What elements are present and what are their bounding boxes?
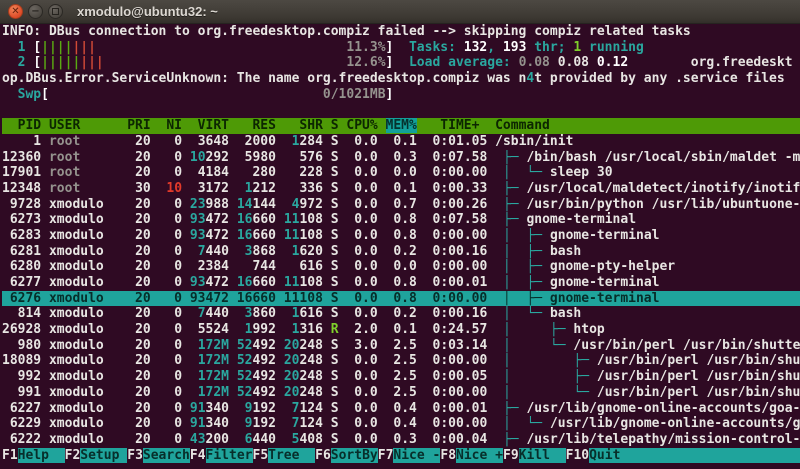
minimize-icon[interactable]: − [28, 4, 43, 19]
process-row-6283[interactable]: 6283 xmodulo 20 0 93472 16660 11108 S 0.… [2, 227, 660, 243]
process-row-6222[interactable]: 6222 xmodulo 20 0 43200 6440 5408 S 0.0 … [2, 431, 800, 447]
process-row-26928[interactable]: 26928 xmodulo 20 0 5524 1992 1316 R 2.0 … [2, 322, 605, 338]
tasks-summary: Tasks: 132, 193 thr; 1 running [408, 39, 644, 55]
process-row-6273[interactable]: 6273 xmodulo 20 0 93472 16660 11108 S 0.… [2, 212, 637, 228]
load-average: Load average: 0.08 0.08 0.12 org.freedes… [408, 55, 793, 71]
process-row-12348[interactable]: 12348 root 30 10 3172 1212 336 S 0.0 0.1… [2, 180, 800, 196]
fkey-f4[interactable]: F4 Filter [189, 447, 253, 464]
process-row-9728[interactable]: 9728 xmodulo 20 0 23988 14144 4972 S 0.0… [2, 196, 800, 212]
fkey-f3[interactable]: F3 Search [127, 447, 190, 464]
process-row-814[interactable]: 814 xmodulo 20 0 7440 3860 1616 S 0.0 0.… [2, 306, 582, 322]
column-header-mem-sort[interactable]: MEM% [385, 118, 417, 134]
fkey-f10[interactable]: F10 Quit [566, 447, 800, 464]
info-line: INFO: DBus connection to org.freedesktop… [2, 24, 691, 39]
terminal-screen[interactable]: INFO: DBus connection to org.freedesktop… [0, 24, 800, 469]
fkey-f1[interactable]: F1 Help [2, 447, 65, 464]
fkey-f5[interactable]: F5 Tree [252, 447, 316, 464]
function-key-bar: F1 Help F2 Setup F3 Search F4 Filter F5 Tree F6… [2, 447, 800, 464]
window-title: xmodulo@ubuntu32: ~ [77, 4, 218, 19]
fkey-f6[interactable]: F6 SortBy [315, 447, 378, 464]
blank-line [2, 102, 800, 118]
fkey-f7[interactable]: F7 Nice - [377, 447, 441, 464]
process-row-12360[interactable]: 12360 root 20 0 10292 5980 576 S 0.0 0.3… [2, 149, 800, 165]
cpu1-meter: 1 [||||||| 11.3%] Tasks: 132, 193 thr; 1 … [17, 39, 644, 55]
cpu2-meter: 2 [|||||||| 12.6%] Load average: 0.08 0.0… [17, 55, 793, 71]
process-row-6229[interactable]: 6229 xmodulo 20 0 91340 9192 7124 S 0.0 … [2, 416, 800, 432]
table-header[interactable]: PID USER PRI NI VIRT RES SHR S CPU% MEM%… [2, 118, 800, 134]
process-row-980[interactable]: 980 xmodulo 20 0 172M 52492 20248 S 3.0 … [2, 337, 800, 353]
fkey-f8[interactable]: F8 Nice + [440, 447, 503, 464]
close-icon[interactable]: ✕ [8, 4, 23, 19]
process-row-17901[interactable]: 17901 root 20 0 4184 280 228 S 0.0 0.0 0… [2, 165, 613, 181]
process-row-1[interactable]: 1 root 20 0 3648 2000 1284 S 0.0 0.1 0:0… [2, 133, 574, 149]
htop-output: INFO: DBus connection to org.freedesktop… [2, 24, 800, 448]
dbus-error-line: op.DBus.Error.ServiceUnknown: The name o… [2, 71, 785, 87]
process-row-992[interactable]: 992 xmodulo 20 0 172M 52492 20248 S 0.0 … [2, 369, 800, 385]
process-row-6227[interactable]: 6227 xmodulo 20 0 91340 9192 7124 S 0.0 … [2, 400, 800, 416]
titlebar[interactable]: ✕ − xmodulo@ubuntu32: ~ [0, 0, 800, 24]
process-row-6276-selected[interactable]: 6276 xmodulo 20 0 93472 16660 11108 S 0.… [2, 290, 800, 307]
fkey-f2[interactable]: F2 Setup [64, 447, 128, 464]
process-row-6280[interactable]: 6280 xmodulo 20 0 2384 744 616 S 0.0 0.0… [2, 259, 676, 275]
process-row-6281[interactable]: 6281 xmodulo 20 0 7440 3868 1620 S 0.0 0… [2, 243, 582, 259]
maximize-icon[interactable] [48, 4, 63, 19]
process-row-6277[interactable]: 6277 xmodulo 20 0 93472 16660 11108 S 0.… [2, 275, 660, 290]
process-row-18089[interactable]: 18089 xmodulo 20 0 172M 52492 20248 S 0.… [2, 353, 800, 369]
swap-meter: Swp[ 0/1021MB] [17, 86, 394, 102]
process-row-991[interactable]: 991 xmodulo 20 0 172M 52492 20248 S 0.0 … [2, 384, 800, 400]
fkey-f9[interactable]: F9 Kill [503, 447, 566, 464]
